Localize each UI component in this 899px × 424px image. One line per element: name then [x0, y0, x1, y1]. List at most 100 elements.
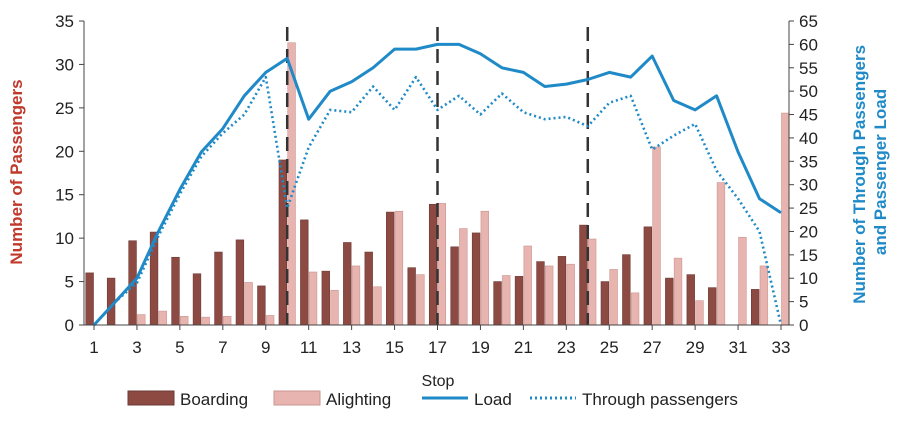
legend-swatch-boarding [127, 390, 175, 406]
bar-boarding [428, 203, 438, 326]
bar-alighting [609, 269, 618, 326]
x-tick-label: 7 [218, 338, 227, 357]
y-tick-label: 20 [55, 142, 74, 161]
bar-alighting [480, 210, 489, 326]
y-tick-label: 5 [65, 273, 74, 292]
y2-tick-label: 25 [799, 199, 818, 218]
line-through-passengers [93, 75, 783, 326]
y-tick-label: 15 [55, 186, 74, 205]
x-tick-label: 5 [175, 338, 184, 357]
bar-alighting [351, 265, 361, 326]
y2-tick-label: 40 [799, 129, 818, 148]
y2-axis-title: Number of Through Passengers and Passeng… [850, 40, 890, 304]
y-axis-title: Number of Passengers [7, 79, 26, 264]
x-tick-label: 3 [132, 338, 141, 357]
x-tick-label: 1 [89, 338, 98, 357]
y2-axis-title-line-2: and Passenger Load [871, 89, 890, 255]
bar-boarding [235, 239, 245, 326]
bar-alighting [652, 146, 661, 326]
y-tick-label: 25 [55, 99, 74, 118]
right-axis-ticks: 0 5 10 15 20 25 30 35 40 45 50 55 60 65 [789, 12, 818, 335]
x-tick-label: 11 [300, 338, 318, 357]
y2-tick-label: 15 [799, 246, 818, 265]
x-axis-ticks: 1 3 5 7 9 11 13 15 17 19 21 23 25 27 29 31 33 [89, 325, 790, 357]
x-tick-label: 29 [686, 338, 705, 357]
bar-alighting [416, 274, 425, 326]
bar-alighting [566, 263, 575, 326]
y2-axis-title-line-1: Number of Through Passengers [850, 45, 869, 304]
bar-alighting [437, 203, 447, 326]
bar-boarding [450, 246, 459, 326]
bar-boarding [471, 232, 481, 326]
bar-alighting [738, 236, 747, 326]
bar-boarding [493, 281, 502, 326]
bar-alighting [265, 315, 275, 326]
bar-boarding [407, 267, 416, 326]
bar-alighting [695, 300, 704, 326]
x-tick-label: 25 [600, 338, 619, 357]
bar-boarding [665, 277, 674, 326]
y-tick-label: 10 [55, 229, 74, 248]
bar-alighting [716, 182, 726, 326]
bar-alighting [587, 238, 597, 326]
y2-tick-label: 5 [799, 293, 808, 312]
bar-alighting [287, 42, 296, 326]
bar-boarding [85, 272, 94, 326]
bar-alighting [545, 265, 554, 326]
x-tick-label: 27 [643, 338, 662, 357]
bar-boarding [278, 159, 288, 326]
bar-alighting [223, 316, 232, 326]
x-tick-label: 9 [261, 338, 270, 357]
y2-tick-label: 50 [799, 82, 818, 101]
bar-alighting [201, 316, 210, 326]
bar-boarding [192, 273, 202, 326]
bar-boarding [300, 219, 309, 326]
y2-tick-label: 20 [799, 222, 818, 241]
y2-tick-label: 55 [799, 59, 818, 78]
bar-boarding [708, 287, 717, 326]
bar-boarding [321, 270, 330, 326]
legend: Boarding Alighting Load Through passenge… [127, 390, 738, 409]
line-load [92, 42, 782, 327]
bar-boarding [386, 211, 395, 326]
legend-label-through-passengers: Through passengers [582, 390, 738, 409]
bar-boarding [343, 242, 352, 326]
legend-label-alighting: Alighting [326, 390, 391, 409]
y2-tick-label: 0 [799, 316, 808, 335]
bar-boarding [536, 261, 545, 326]
bar-boarding [514, 276, 524, 326]
x-tick-label: 23 [557, 338, 576, 357]
x-axis-title: Stop [422, 373, 455, 390]
bar-alighting [180, 316, 189, 326]
bar-alighting [394, 210, 404, 326]
bar-boarding [257, 285, 266, 326]
bar-alighting [244, 282, 253, 326]
bar-alighting [158, 310, 167, 326]
y2-tick-label: 10 [799, 269, 818, 288]
x-tick-label: 13 [342, 338, 361, 357]
x-tick-label: 19 [471, 338, 490, 357]
bar-alighting [459, 228, 468, 326]
y2-tick-label: 45 [799, 106, 818, 125]
legend-swatch-alighting [273, 390, 321, 406]
x-tick-label: 21 [514, 338, 533, 357]
x-tick-label: 17 [428, 338, 447, 357]
bar-alighting [137, 314, 146, 326]
x-tick-label: 15 [385, 338, 404, 357]
x-tick-label: 31 [729, 338, 748, 357]
y2-tick-label: 30 [799, 176, 818, 195]
bar-boarding [214, 251, 223, 326]
bar-boarding [600, 281, 610, 326]
bar-alighting [373, 286, 382, 326]
bar-boarding [643, 226, 652, 326]
bar-boarding [751, 289, 760, 326]
y-tick-label: 30 [55, 55, 74, 74]
bar-alighting [523, 245, 532, 326]
bar-boarding [622, 254, 631, 326]
bar-alighting [502, 275, 511, 326]
legend-label-load: Load [474, 390, 512, 409]
bar-alighting [673, 257, 683, 326]
y2-tick-label: 60 [799, 35, 818, 54]
bar-boarding [686, 274, 695, 326]
